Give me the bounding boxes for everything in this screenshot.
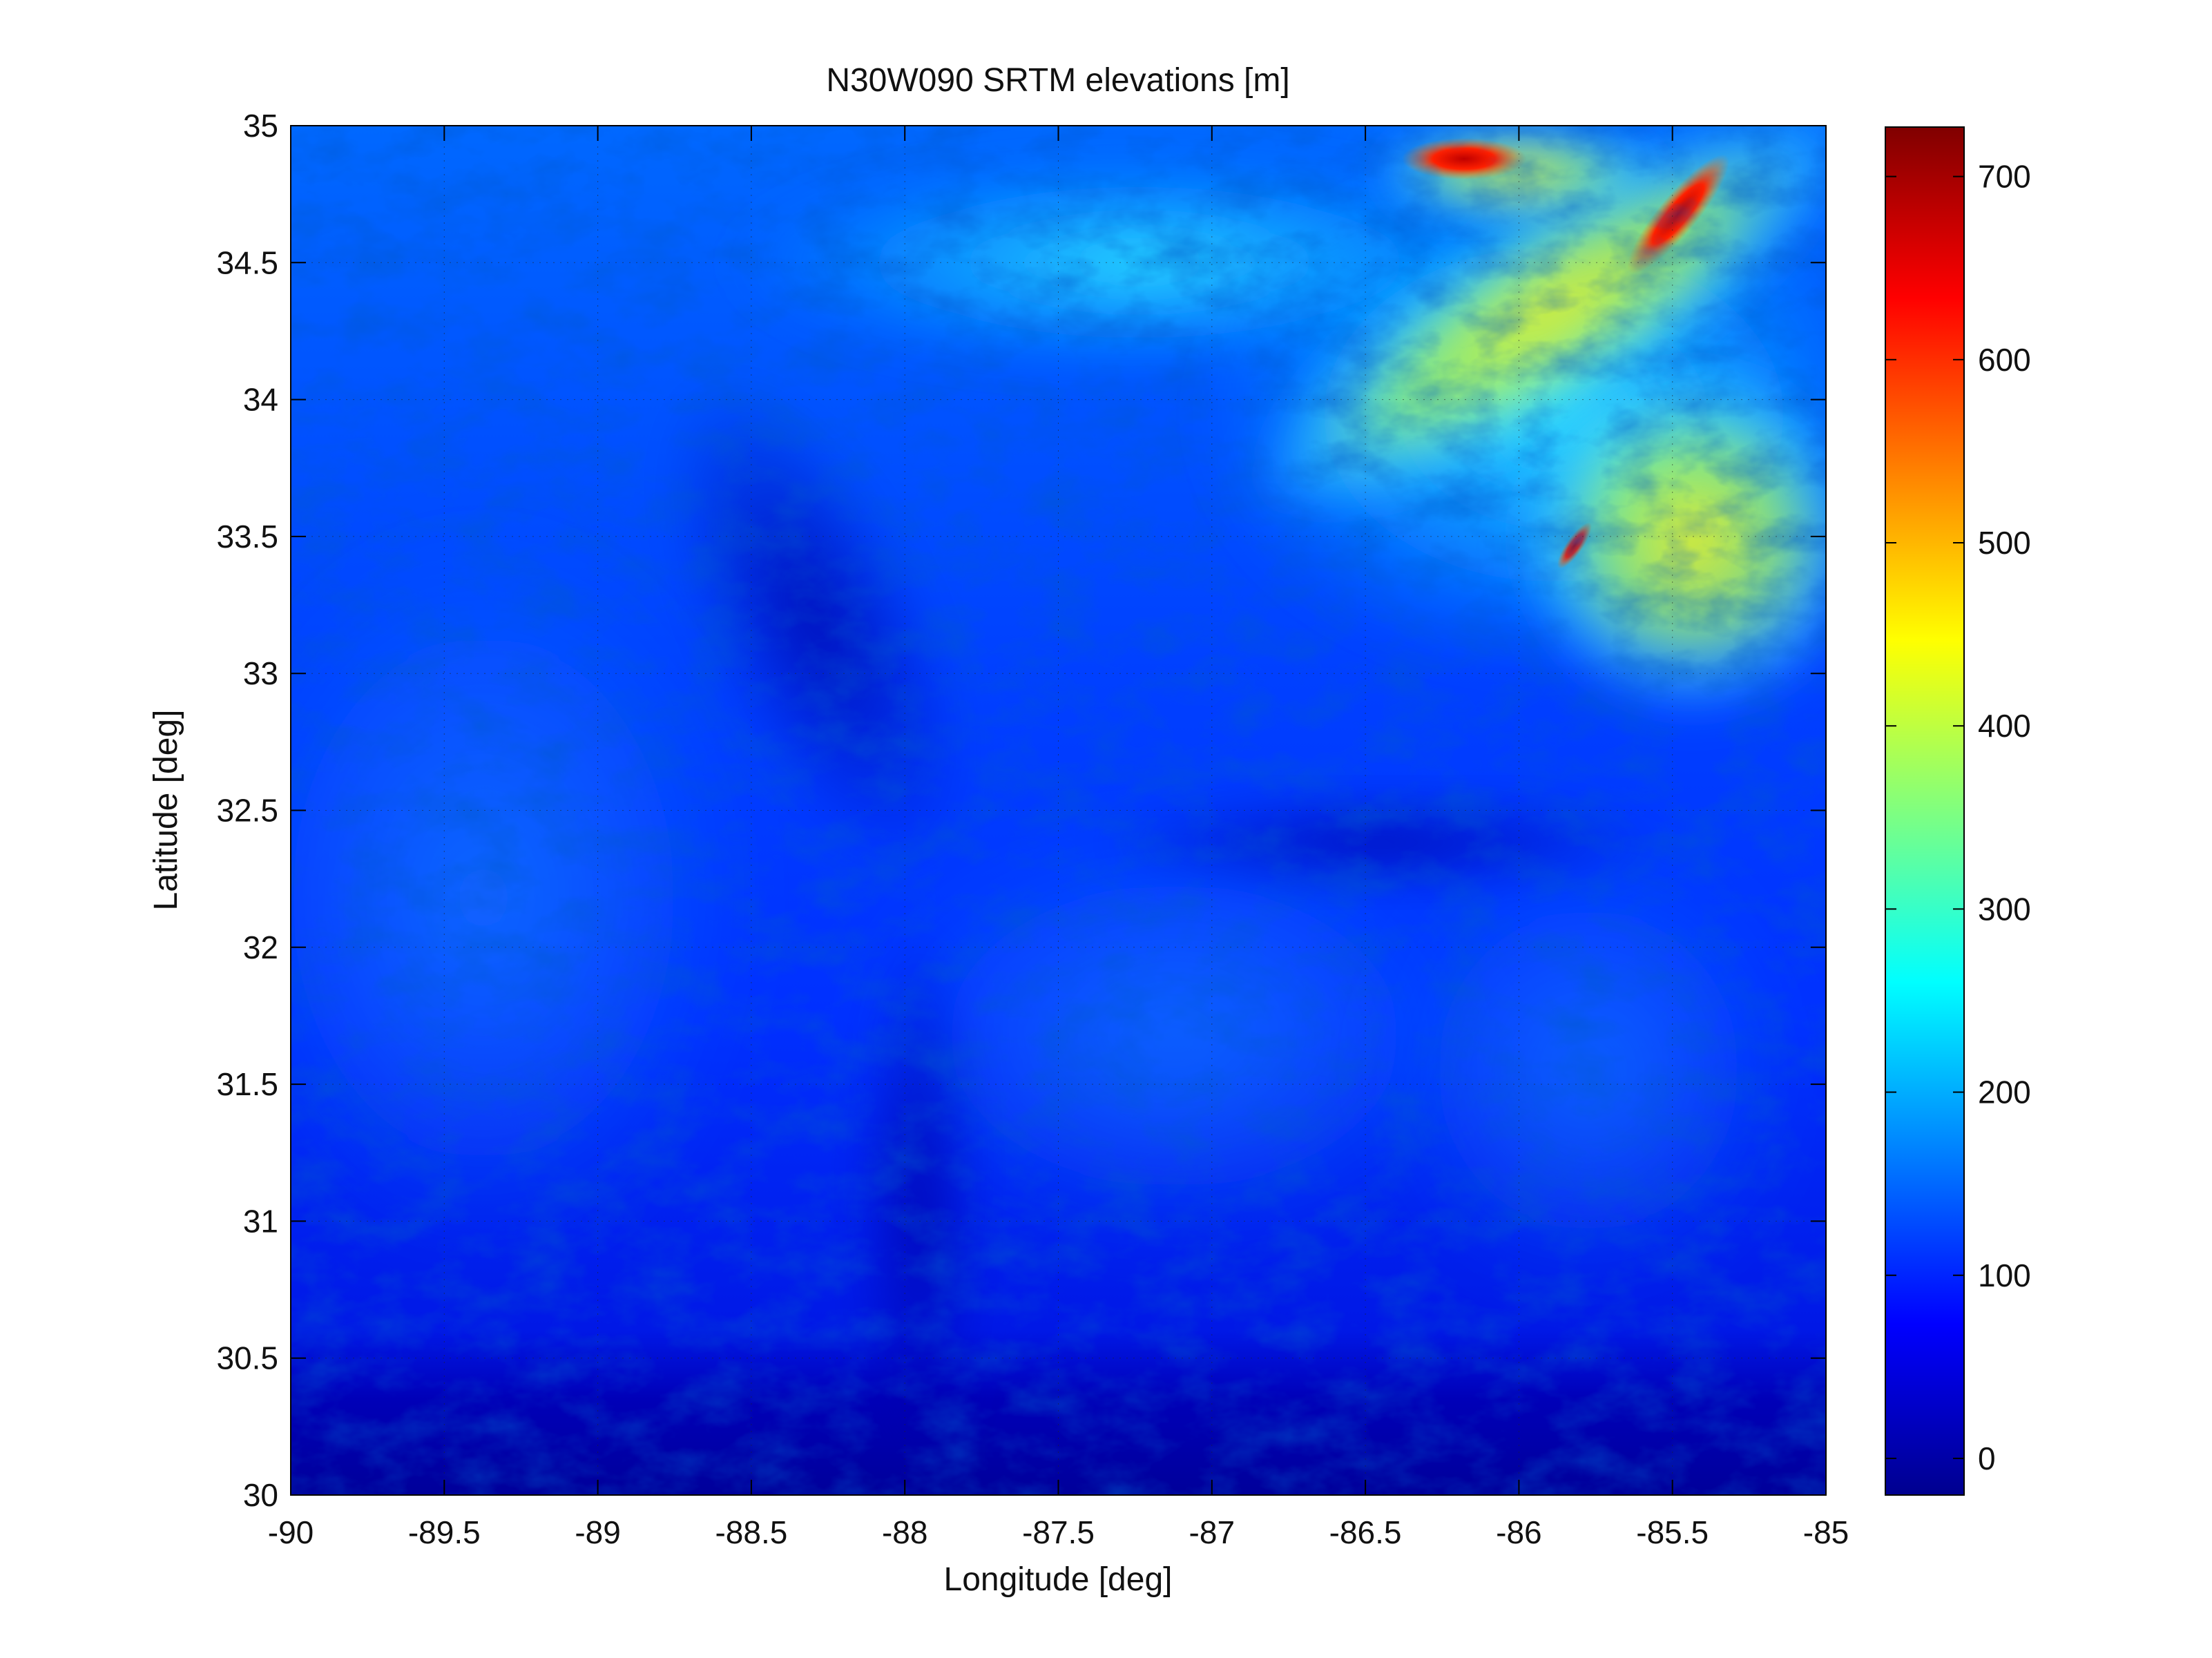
x-tick-label: -86 — [1496, 1514, 1541, 1550]
y-axis-label: Latitude [deg] — [148, 710, 184, 911]
elevation-heatmap — [291, 126, 1826, 1495]
x-tick-label: -90 — [268, 1514, 314, 1550]
y-tick-label: 32 — [243, 929, 278, 965]
x-tick-label: -88 — [882, 1514, 927, 1550]
y-tick-label: 31.5 — [216, 1066, 278, 1102]
colorbar-tick-label: 200 — [1978, 1074, 2031, 1110]
colorbar-tick-label: 300 — [1978, 891, 2031, 927]
y-tick-label: 30.5 — [216, 1340, 278, 1376]
colorbar — [1885, 126, 1965, 1496]
x-tick-label: -89.5 — [408, 1514, 481, 1550]
x-tick-label: -87 — [1189, 1514, 1235, 1550]
x-tick-label: -87.5 — [1022, 1514, 1095, 1550]
y-tick-label: 33.5 — [216, 519, 278, 555]
chart-title: N30W090 SRTM elevations [m] — [826, 62, 1289, 99]
y-tick-label: 33 — [243, 655, 278, 691]
colorbar-tick-label: 100 — [1978, 1257, 2031, 1293]
colorbar-tick-label: 400 — [1978, 708, 2031, 744]
y-tick-label: 35 — [243, 108, 278, 144]
y-tick-label: 30 — [243, 1477, 278, 1513]
y-tick-label: 32.5 — [216, 793, 278, 829]
y-tick-label: 34.5 — [216, 244, 278, 280]
y-tick-label: 31 — [243, 1203, 278, 1239]
y-tick-label: 34 — [243, 382, 278, 418]
colorbar-tick-label: 600 — [1978, 342, 2031, 378]
colorbar-tick-label: 0 — [1978, 1440, 1996, 1476]
x-tick-label: -89 — [575, 1514, 620, 1550]
colorbar-ticks: 0 100 200 300 400 500 600 700 — [1885, 159, 2031, 1476]
x-axis: -90 -89.5 -89 -88.5 -88 -87.5 -87 -86.5 -86 -85.5… — [268, 126, 1849, 1550]
x-tick-label: -88.5 — [715, 1514, 787, 1550]
x-tick-label: -86.5 — [1329, 1514, 1402, 1550]
colorbar-tick-label: 500 — [1978, 525, 2031, 561]
y-axis: 30 30.5 31 31.5 32 32.5 33 33.5 34 34.5 35 — [216, 108, 1826, 1513]
colorbar-tick-label: 700 — [1978, 159, 2031, 195]
x-axis-label: Longitude [deg] — [944, 1561, 1173, 1598]
x-tick-label: -85.5 — [1636, 1514, 1709, 1550]
x-tick-label: -85 — [1803, 1514, 1849, 1550]
